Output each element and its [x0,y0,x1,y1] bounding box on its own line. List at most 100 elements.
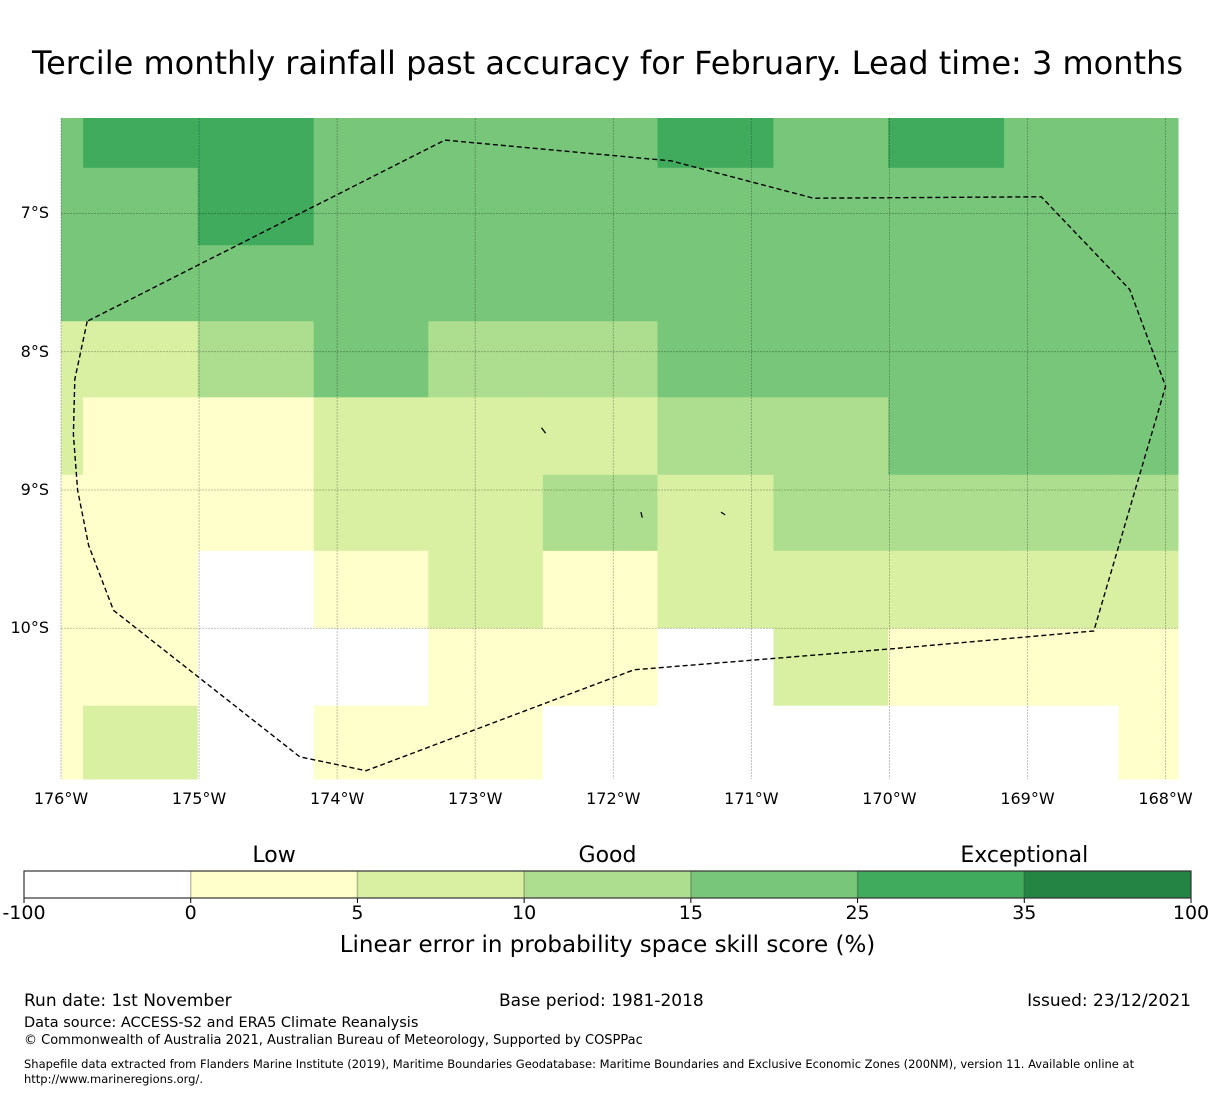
y-tick-label: 7°S [20,203,49,223]
islands [540,427,726,518]
heatmap-cell [83,474,199,552]
heatmap-cell [197,321,315,398]
heatmap-cell [888,628,1005,707]
heatmap-cell [657,550,774,629]
heatmap-cell [657,167,774,246]
heatmap-cell [542,118,658,169]
heatmap-cell [773,550,889,629]
heatmap-cell [313,705,429,780]
heatmap-cell [1004,705,1120,780]
heatmap-cell [61,474,84,552]
heatmap-cell [773,245,889,322]
heatmap-cell [61,167,84,246]
heatmap-cell [313,628,429,707]
heatmap-cell [1004,321,1120,398]
heatmap-cell [313,474,429,552]
heatmap-cell [428,167,544,246]
heatmap-cell [428,628,544,707]
heatmap-cell [83,397,199,476]
colorbar-frame [23,870,1192,899]
heatmap-cell [1118,118,1179,169]
heatmap-cell [1004,397,1120,476]
base-period: Base period: 1981-2018 [499,991,704,1011]
heatmap-cells [61,118,1179,780]
heatmap-cell [1004,474,1120,552]
colorbar-tick-label: 5 [351,902,364,924]
copyright-notice: © Commonwealth of Australia 2021, Austra… [24,1033,643,1048]
heatmap-cell [1004,167,1120,246]
colorbar-tick-label: 0 [184,902,197,924]
heatmap-cell [197,397,315,476]
heatmap-cell [657,245,774,322]
heatmap-cell [428,705,544,780]
heatmap-cell [313,321,429,398]
x-tick-label: 168°W [1138,789,1193,808]
heatmap-cell [1118,628,1179,707]
colorbar-segments [23,871,1192,903]
x-tick-label: 171°W [724,789,779,808]
heatmap-cell [773,628,889,707]
chart-title: Tercile monthly rainfall past accuracy f… [31,44,1184,82]
shapefile-url[interactable]: http://www.marineregions.org/. [24,1072,203,1086]
heatmap-cell [61,321,84,398]
heatmap-cell [888,550,1005,629]
colorbar-segment [690,871,858,898]
heatmap-cell [1118,397,1179,476]
colorbar-segment [524,871,691,898]
heatmap-cell [542,245,658,322]
gridlines [60,118,1178,779]
heatmap-cell [888,397,1005,476]
colorbar-segment [190,871,358,898]
heatmap-cell [542,550,658,629]
heatmap-cell [83,628,199,707]
heatmap-cell [542,167,658,246]
shapefile-credit: Shapefile data extracted from Flanders M… [24,1057,1135,1071]
heatmap-cell [428,245,544,322]
colorbar-category-label: Low [252,843,296,868]
heatmap-cell [888,118,1005,169]
colorbar-tick-label: 35 [1012,902,1037,924]
heatmap-cell [657,321,774,398]
y-tick-label: 10°S [10,618,49,638]
y-tick-label: 9°S [20,479,49,499]
heatmap-cell [1004,628,1120,707]
heatmap-cell [61,397,84,476]
colorbar-segment [24,871,191,898]
heatmap-cell [888,321,1005,398]
heatmap-cell [657,397,774,476]
heatmap-cell [313,245,429,322]
colorbar-tick-label: 25 [845,902,870,924]
heatmap-cell [83,321,199,398]
heatmap-cell [542,321,658,398]
heatmap-cell [657,628,774,707]
y-tick-label: 8°S [20,341,49,361]
heatmap-cell [773,474,889,552]
colorbar-category-label: Exceptional [960,843,1089,868]
heatmap-cell [197,705,315,780]
heatmap-cell [61,550,84,629]
heatmap-cell [1118,474,1179,552]
colorbar-segment [857,871,1025,898]
x-tick-label: 170°W [862,789,917,808]
island-outline [720,511,726,516]
heatmap-cell [61,245,84,322]
x-tick-label: 173°W [448,789,503,808]
heatmap-cell [657,118,774,169]
heatmap-cell [197,245,315,322]
colorbar-tick-label: 100 [1172,902,1210,924]
colorbar-tick-label: 15 [678,902,703,924]
data-source: Data source: ACCESS-S2 and ERA5 Climate … [24,1015,419,1031]
island-outline [540,427,547,434]
heatmap-cell [313,167,429,246]
heatmap-cell [313,397,429,476]
heatmap-cell [83,118,199,169]
heatmap-cell [1118,321,1179,398]
heatmap-cell [1118,705,1179,780]
heatmap-cell [773,705,889,780]
heatmap-cell [197,550,315,629]
heatmap-cell [428,397,544,476]
colorbar-segment [357,871,525,898]
heatmap-cell [428,321,544,398]
heatmap-cell [888,474,1005,552]
x-tick-label: 175°W [171,789,227,808]
